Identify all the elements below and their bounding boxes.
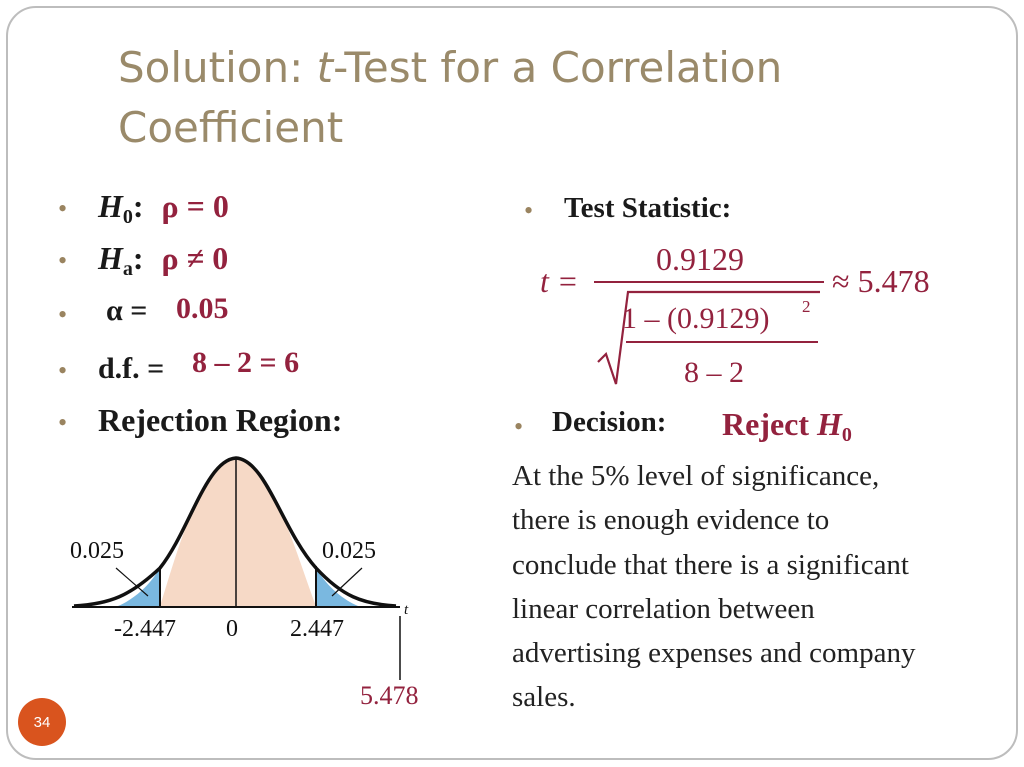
right-pointer	[331, 567, 363, 597]
ha-value: ρ ≠ 0	[161, 240, 229, 276]
decision-label: Decision:	[552, 406, 667, 438]
bullet-dot: •	[524, 196, 534, 225]
bullet-dot: •	[58, 194, 68, 223]
formula-inner-exponent: 2	[802, 297, 811, 316]
formula-result: ≈ 5.478	[832, 263, 930, 299]
rejection-region-label: Rejection Region:	[98, 402, 343, 438]
tick-right: 2.447	[290, 616, 344, 642]
sqrt-sign	[597, 290, 820, 385]
bell-curve	[73, 456, 397, 608]
conclusion-line: sales.	[512, 681, 576, 714]
decision-value: Reject H0	[722, 406, 852, 447]
ha-sub: a	[122, 258, 133, 280]
formula-inner-denominator: 8 – 2	[684, 356, 744, 389]
title-line1-rest: -Test for a Correlation	[333, 43, 783, 92]
conclusion-paragraph: At the 5% level of significance, there i…	[512, 454, 982, 720]
test-statistic-label: Test Statistic:	[564, 192, 732, 224]
h0-label: H	[98, 188, 123, 224]
ha-label: H	[98, 240, 123, 276]
formula-lhs: t =	[540, 263, 577, 299]
title-line2: Coefficient	[118, 103, 344, 152]
ha-line: Ha: ρ ≠ 0	[98, 240, 229, 280]
title-italic-t: t	[316, 43, 334, 92]
decision-h: H	[817, 406, 842, 442]
stat-marker-label: 5.478	[360, 681, 419, 710]
alpha-label: α =	[106, 294, 148, 327]
h0-sub: 0	[122, 206, 133, 228]
formula-inner-numerator: 1 – (0.9129)	[622, 302, 769, 335]
test-statistic-formula: t = 0.9129 1 – (0.9129) 2 8 – 2 ≈ 5.478	[540, 241, 930, 389]
alpha-line: α =	[106, 294, 147, 328]
tick-left: -2.447	[114, 616, 176, 642]
left-area-label: 0.025	[70, 538, 124, 564]
conclusion-line: conclude that there is a significant	[512, 548, 909, 581]
right-tail-region	[316, 568, 358, 606]
t-distribution-graph: 0.025 0.025 -2.447 0 2.447 t 5.478	[70, 456, 419, 710]
h0-value: ρ = 0	[161, 188, 229, 224]
conclusion-line: there is enough evidence to	[512, 504, 830, 537]
decision-reject: Reject	[722, 406, 810, 442]
conclusion-line: At the 5% level of significance,	[512, 460, 880, 492]
bullet-dot: •	[514, 412, 524, 441]
right-area-label: 0.025	[322, 538, 376, 564]
axis-var-label: t	[404, 602, 409, 618]
df-label: d.f. =	[98, 352, 165, 385]
slide-number-badge: 34	[18, 698, 66, 746]
left-tail-region	[118, 568, 160, 606]
title-prefix: Solution:	[118, 43, 317, 92]
bullet-dot: •	[58, 408, 68, 437]
tick-center: 0	[226, 616, 238, 642]
bullet-dot: •	[58, 246, 68, 275]
slide-title: Solution: t-Test for a Correlation Coeffi…	[118, 38, 918, 158]
curve-body-fill	[160, 458, 316, 606]
bullet-dot: •	[58, 300, 68, 329]
h0-line: H0: ρ = 0	[98, 188, 229, 228]
alpha-value: 0.05	[176, 292, 229, 325]
decision-sub: 0	[841, 424, 852, 446]
formula-numerator: 0.9129	[656, 241, 744, 277]
left-pointer	[115, 567, 149, 597]
slide-frame: Solution: t-Test for a Correlation Coeffi…	[6, 6, 1018, 760]
bullet-dot: •	[58, 356, 68, 385]
conclusion-line: linear correlation between	[512, 592, 815, 625]
conclusion-line: advertising expenses and company	[512, 637, 916, 670]
df-value: 8 – 2 = 6	[192, 346, 300, 379]
